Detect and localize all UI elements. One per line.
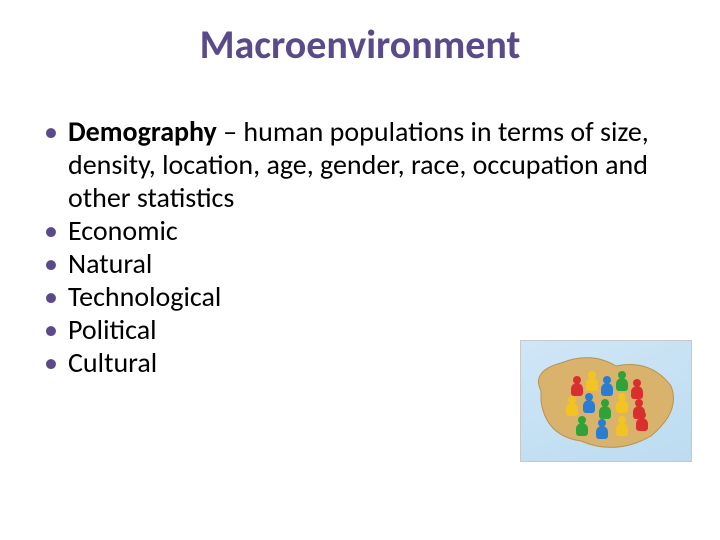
- pawn-icon: [586, 371, 598, 391]
- pawn-icon: [636, 411, 648, 431]
- bullet-marker: •: [44, 313, 58, 346]
- pawn-icon: [596, 419, 608, 439]
- bullet-item: •Demography – human populations in terms…: [38, 115, 678, 214]
- bullet-text: Cultural: [68, 345, 157, 380]
- bullet-text: Economic: [68, 213, 178, 248]
- pawn-icon: [631, 379, 643, 399]
- pawn-icon: [616, 371, 628, 391]
- pawn-icon: [601, 376, 613, 396]
- bullet-marker: •: [44, 346, 58, 379]
- pawn-icon: [576, 416, 588, 436]
- pawn-icon: [583, 393, 595, 413]
- bullet-item: • Technological: [38, 280, 678, 313]
- bullet-item: • Natural: [38, 247, 678, 280]
- bullet-text: Natural: [68, 246, 152, 281]
- bullet-marker: •: [44, 214, 58, 247]
- pawn-icon: [599, 399, 611, 419]
- pawn-icon: [566, 396, 578, 416]
- slide-title: Macroenvironment: [0, 20, 720, 69]
- pawn-icon: [616, 416, 628, 436]
- illustration-pawns-on-map: [520, 340, 692, 462]
- slide: Macroenvironment •Demography – human pop…: [0, 0, 720, 540]
- bullet-bold-term: Demography: [68, 114, 217, 149]
- bullet-marker: •: [44, 280, 58, 313]
- bullet-text: Technological: [68, 279, 221, 314]
- pawn-icon: [616, 393, 628, 413]
- bullet-marker: •: [44, 247, 58, 280]
- pawn-icon: [571, 376, 583, 396]
- bullet-item: • Economic: [38, 214, 678, 247]
- bullet-marker: •: [44, 115, 58, 148]
- bullet-text: Political: [68, 312, 157, 347]
